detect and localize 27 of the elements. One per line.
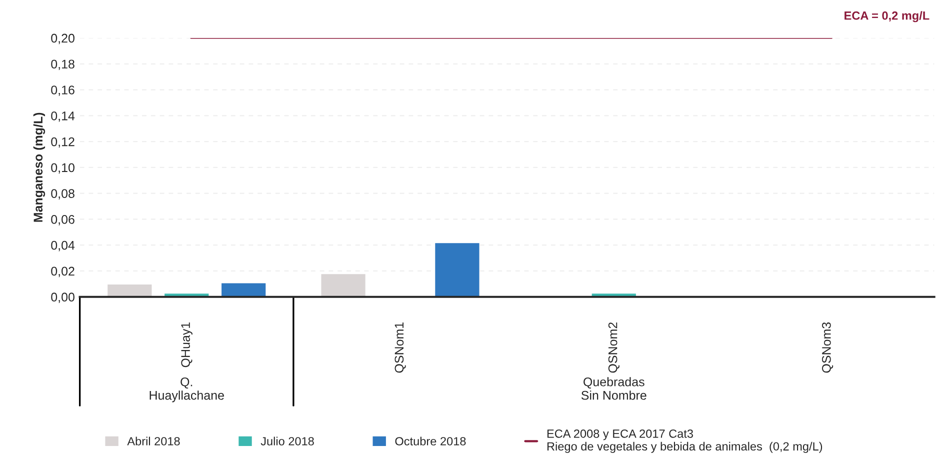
x-tick-label: QHuay1 [181,322,192,368]
y-tick-label: 0,12 [51,137,74,148]
y-tick-label: 0,20 [51,34,74,44]
bar [108,284,152,297]
y-tick-label: 0,02 [51,266,74,278]
text: Quebradas Sin Nombre [581,377,646,400]
y-tick-label: 0,16 [51,86,74,96]
legend-label: Abril 2018 [127,436,180,446]
text: Q. Huayllachane [150,377,224,402]
y-tick-label: 0,06 [51,215,74,226]
y-tick-label: 0,08 [51,189,74,200]
y-tick-label: 0,18 [51,60,74,70]
x-tick-label: QSNom2 [608,322,620,373]
y-tick-label: 0,00 [51,292,74,304]
legend-label: ECA 2008 y ECA 2017 Cat3 Riego de vegetales y bebida de animales (0,2 mg/L) [547,429,822,453]
legend-label: Octubre 2018 [395,436,466,446]
bar [435,243,480,297]
x-tick-label: QSNom1 [394,322,406,373]
text: ECA = 0,2 mg/L [844,11,930,22]
y-axis-title: Manganeso (mg/L) [33,112,46,222]
legend-label: Julio 2018 [260,436,314,446]
y-tick-label: 0,04 [51,240,75,252]
bar [321,274,366,297]
y-tick-label: 0,10 [51,163,74,174]
y-tick-label: 0,14 [51,111,75,122]
x-tick-label: QSNom3 [822,322,834,373]
bar [222,283,266,297]
